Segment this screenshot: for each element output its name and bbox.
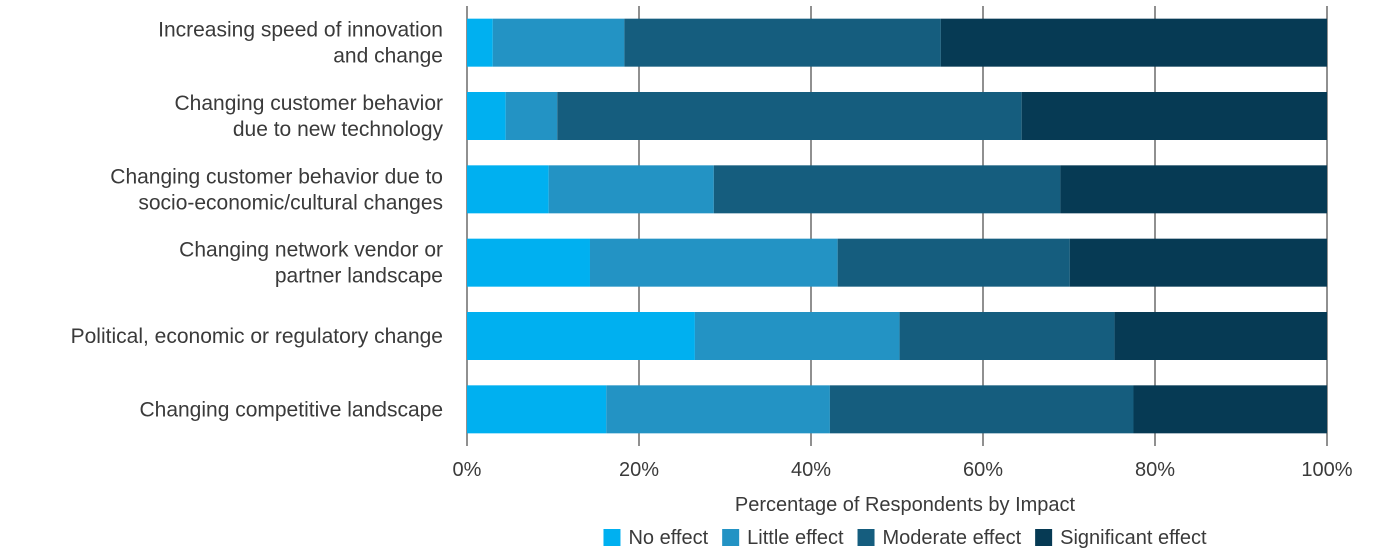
x-tick-labels: 0% 20% 40% 60% 80% 100% xyxy=(453,459,1353,481)
x-tick-label: 0% xyxy=(453,459,482,481)
bar-segment xyxy=(837,238,1070,287)
bar-segment xyxy=(1021,92,1327,140)
x-tick-label: 80% xyxy=(1135,459,1175,481)
category-label: Changing customer behavior due to new tec… xyxy=(175,92,444,141)
bar-segment xyxy=(492,18,625,67)
legend-swatch xyxy=(722,529,740,546)
category-label: Changing network vendor or partner landsc… xyxy=(179,239,443,288)
bar-segment xyxy=(606,385,830,434)
gridlines xyxy=(466,6,1328,446)
x-tick-label: 40% xyxy=(791,459,831,481)
bar-segment xyxy=(1133,385,1327,434)
x-tick-label: 60% xyxy=(963,459,1003,481)
category-labels: Increasing speed of innovation and change… xyxy=(71,19,444,422)
bar-segment xyxy=(829,385,1134,434)
bar-segment xyxy=(557,92,1022,140)
legend: No effect Little effect Moderate effect Sig… xyxy=(603,527,1207,549)
bar-segment xyxy=(467,312,695,360)
bar-segment xyxy=(505,92,558,140)
bar-segment xyxy=(694,312,900,360)
category-label: Political, economic or regulatory change xyxy=(71,325,443,348)
legend-label: No effect xyxy=(628,527,708,549)
category-label: Increasing speed of innovation and change xyxy=(158,19,443,68)
bar-segment xyxy=(589,238,838,287)
legend-label: Little effect xyxy=(747,527,844,549)
x-axis-title: Percentage of Respondents by Impact xyxy=(735,494,1076,516)
bar-segment xyxy=(548,165,714,214)
bar-segment xyxy=(624,18,941,67)
bar-segment xyxy=(467,92,506,140)
bar-segment xyxy=(467,18,493,67)
x-tick-label: 100% xyxy=(1301,459,1352,481)
bar-segment xyxy=(467,385,607,434)
x-tick-label: 20% xyxy=(619,459,659,481)
legend-label: Significant effect xyxy=(1060,527,1207,549)
bars xyxy=(467,18,1327,434)
legend-swatch xyxy=(857,529,875,546)
bar-segment xyxy=(467,238,590,287)
bar-segment xyxy=(1060,165,1327,214)
legend-swatch xyxy=(603,529,621,546)
category-label: Changing competitive landscape xyxy=(139,398,443,421)
bar-segment xyxy=(467,165,549,214)
bar-segment xyxy=(713,165,1061,214)
bar-segment xyxy=(899,312,1115,360)
legend-swatch xyxy=(1035,529,1053,546)
bar-segment xyxy=(940,18,1327,67)
bar-segment xyxy=(1069,238,1327,287)
legend-label: Moderate effect xyxy=(883,527,1022,549)
bar-segment xyxy=(1114,312,1327,360)
category-label: Changing customer behavior due to socio-e… xyxy=(110,165,443,214)
